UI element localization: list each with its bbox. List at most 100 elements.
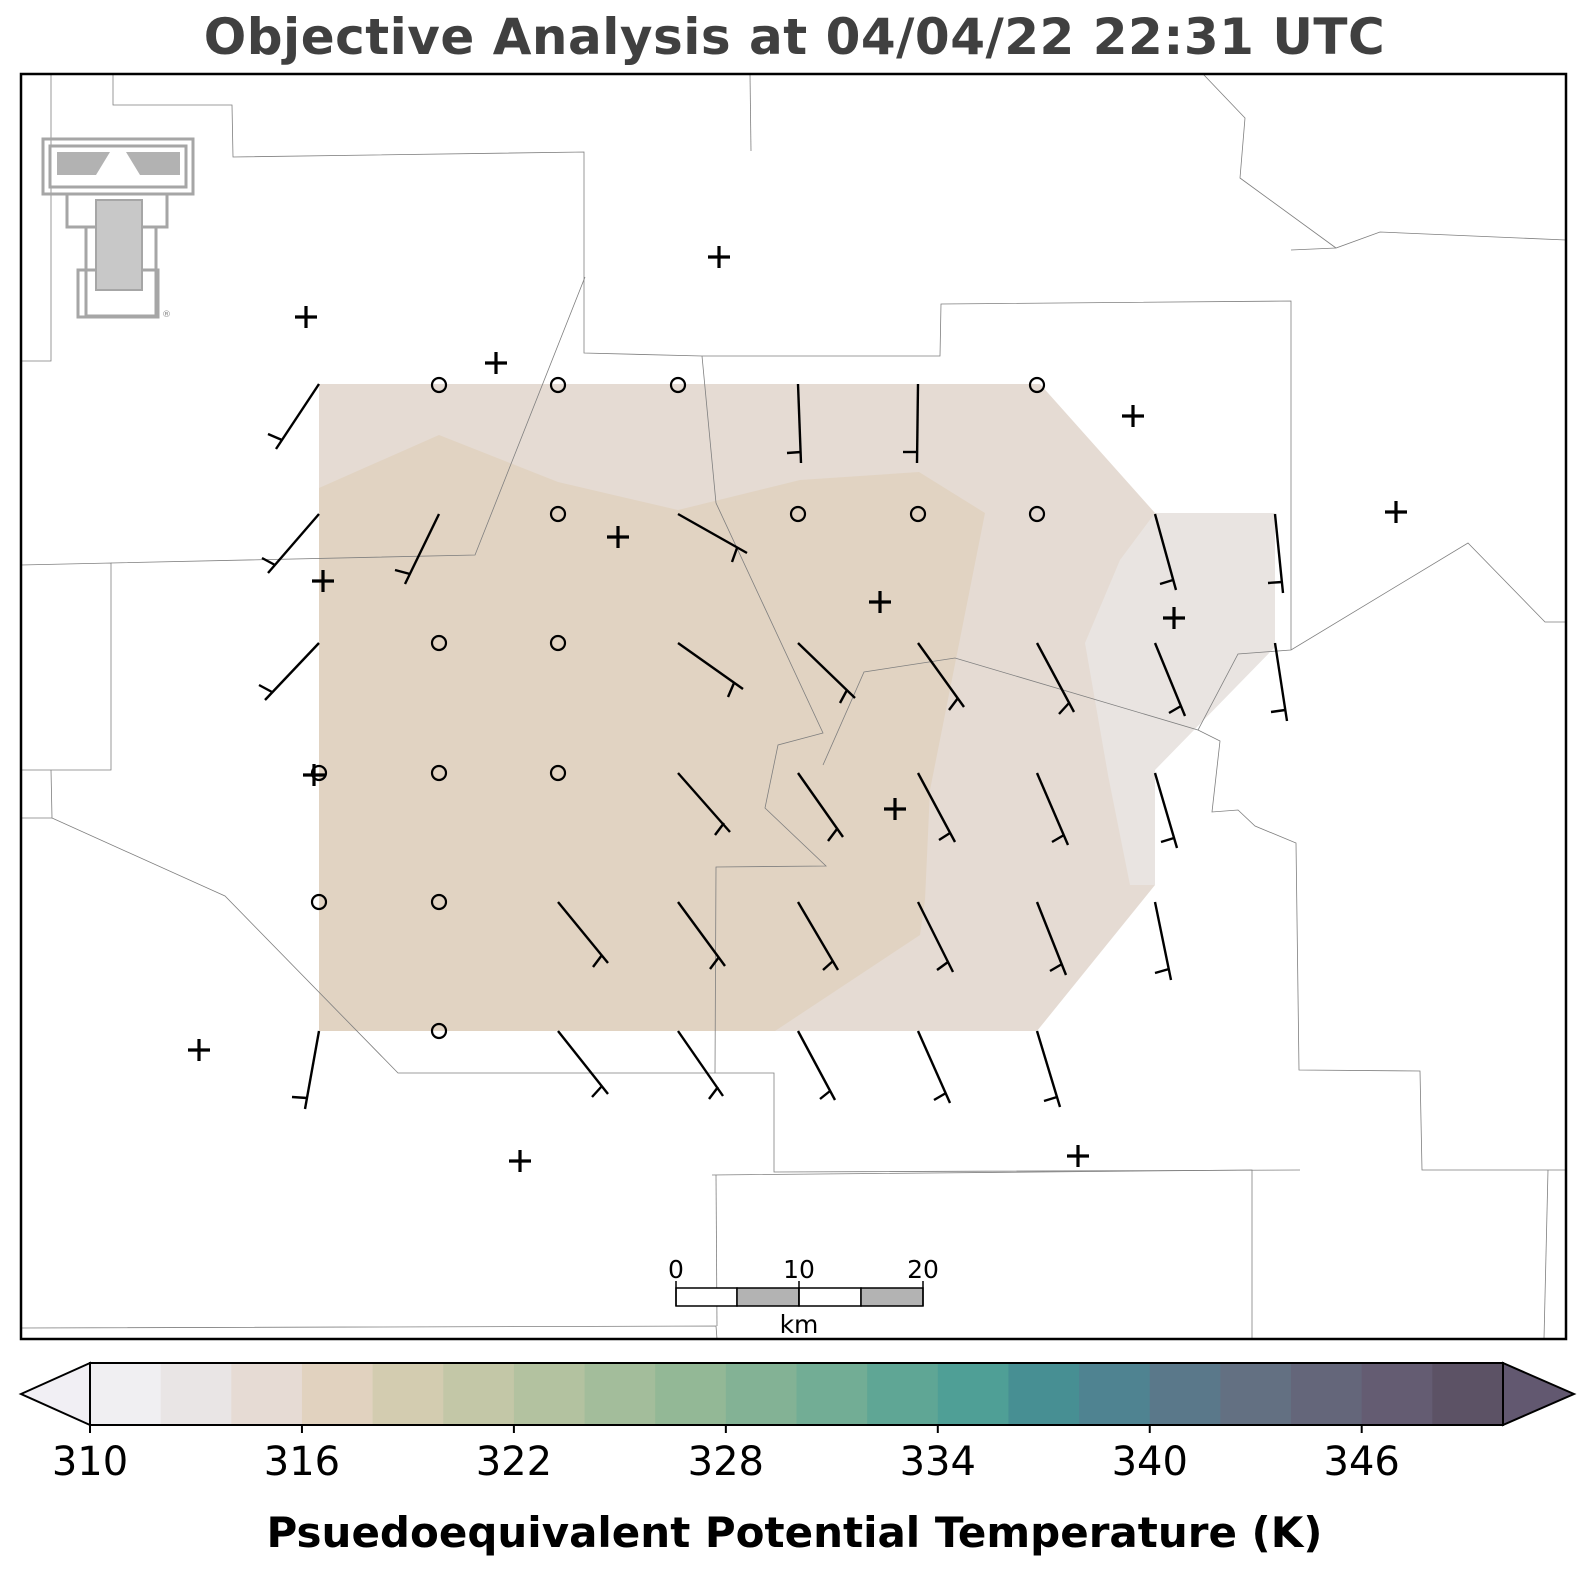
calm-circle	[789, 505, 807, 523]
colorbar-label: Psuedoequivalent Potential Temperature (…	[266, 1508, 1323, 1557]
calm-circle	[549, 505, 567, 523]
colorbar-cell	[231, 1363, 303, 1425]
wind-barb	[796, 901, 840, 971]
station-plus-marker	[1163, 607, 1185, 629]
calm-circle	[1028, 376, 1046, 394]
station-plus-marker	[884, 798, 906, 820]
wind-barb	[267, 383, 321, 450]
station-plus-marker	[708, 246, 730, 268]
station-plus-marker	[1385, 501, 1407, 523]
station-plus-marker	[1067, 1145, 1089, 1167]
theta-e-fill-314	[1085, 513, 1275, 885]
wind-barb	[1035, 642, 1076, 715]
colorbar-cell	[443, 1363, 515, 1425]
calm-circle	[430, 893, 448, 911]
station-plus-marker	[485, 352, 507, 374]
map-title: Objective Analysis at 04/04/22 22:31 UTC	[203, 8, 1386, 66]
scale-tick-0: 0	[668, 1255, 684, 1284]
calm-circle	[310, 764, 328, 782]
colorbar-tick-label: 328	[688, 1439, 764, 1485]
colorbar-cell	[1149, 1363, 1221, 1425]
colorbar-cell	[1008, 1363, 1080, 1425]
wind-barb	[916, 772, 957, 843]
colorbar-cell	[655, 1363, 727, 1425]
calm-circle	[310, 893, 328, 911]
calm-circle	[430, 764, 448, 782]
wind-barbs	[258, 383, 1289, 1110]
colorbar-cell	[1361, 1363, 1433, 1425]
colorbar-tick-label: 316	[264, 1439, 340, 1485]
colorbar-cell	[513, 1363, 586, 1425]
colorbar-over-triangle	[1502, 1361, 1577, 1427]
calm-circle	[1028, 505, 1046, 523]
wind-barb	[1153, 513, 1178, 591]
colorbar-cell	[372, 1363, 444, 1425]
calm-wind-markers	[310, 376, 1046, 1040]
wind-barb	[797, 772, 844, 842]
station-plus-marker	[607, 526, 629, 548]
scale-tick-20: 20	[907, 1255, 939, 1284]
colorbar-cell	[796, 1363, 868, 1425]
wind-barb	[903, 383, 920, 464]
colorbar-cell	[584, 1363, 656, 1425]
colorbar-cell	[1220, 1363, 1292, 1425]
wind-barb	[916, 1030, 952, 1104]
logo-registered-mark: ®	[162, 310, 171, 320]
station-plus-marker	[509, 1150, 531, 1172]
station-plus-marker	[188, 1039, 210, 1061]
colorbar-cell	[1291, 1363, 1363, 1425]
wind-barb	[1035, 901, 1068, 976]
wind-barb	[1035, 1030, 1062, 1108]
station-plus-marker	[295, 306, 317, 328]
colorbar: 310 316 322 328 334 340 346	[18, 1361, 1577, 1485]
scale-tick-10: 10	[783, 1255, 815, 1284]
wind-barb	[291, 1030, 321, 1110]
calm-circle	[549, 634, 567, 652]
colorbar-tick-label: 340	[1112, 1439, 1188, 1485]
colorbar-cell	[90, 1363, 162, 1425]
wind-barb	[677, 1030, 724, 1100]
wind-barb	[1267, 513, 1285, 594]
calm-circle	[430, 376, 448, 394]
colorbar-under-triangle	[18, 1361, 91, 1427]
colorbar-cell	[725, 1363, 797, 1425]
wind-barb	[1153, 772, 1179, 849]
colorbar-cell	[937, 1363, 1009, 1425]
calm-circle	[909, 505, 927, 523]
wind-barb	[1035, 772, 1070, 846]
station-markers	[188, 246, 1407, 1172]
theta-e-fill-318	[319, 435, 985, 1031]
wind-barb	[394, 513, 441, 585]
wind-barb	[261, 513, 320, 574]
calm-circle	[430, 634, 448, 652]
station-plus-marker	[312, 570, 334, 592]
station-plus-marker	[869, 591, 891, 613]
wind-barb	[677, 512, 748, 563]
colorbar-cell	[867, 1363, 939, 1425]
texas-tech-logo: ®	[41, 137, 195, 320]
wind-barb	[1153, 901, 1173, 981]
wind-barb	[797, 642, 856, 704]
analysis-map: ®	[19, 72, 1568, 1341]
colorbar-cell	[1079, 1363, 1151, 1425]
wind-barb	[557, 901, 609, 968]
wind-barb	[677, 772, 731, 836]
wind-barb	[786, 383, 803, 464]
wind-barb	[796, 1030, 837, 1101]
map-frame	[19, 72, 1568, 1341]
colorbar-cell	[160, 1363, 232, 1425]
scale-bar: 0 10 20 km	[668, 1255, 939, 1339]
county-boundaries	[21, 74, 1566, 1339]
colorbar-outline	[89, 1362, 1504, 1426]
wind-barb	[677, 901, 726, 970]
colorbar-cell	[301, 1363, 374, 1425]
wind-barb	[916, 901, 955, 973]
colorbar-tick-label: 322	[476, 1439, 552, 1485]
wind-barb	[677, 642, 744, 698]
colorbar-cell	[1432, 1363, 1504, 1425]
colorbar-tick-label: 346	[1324, 1439, 1400, 1485]
wind-barb	[258, 642, 320, 701]
wind-barb	[1153, 642, 1187, 717]
scale-unit: km	[780, 1310, 819, 1339]
calm-circle	[669, 376, 687, 394]
